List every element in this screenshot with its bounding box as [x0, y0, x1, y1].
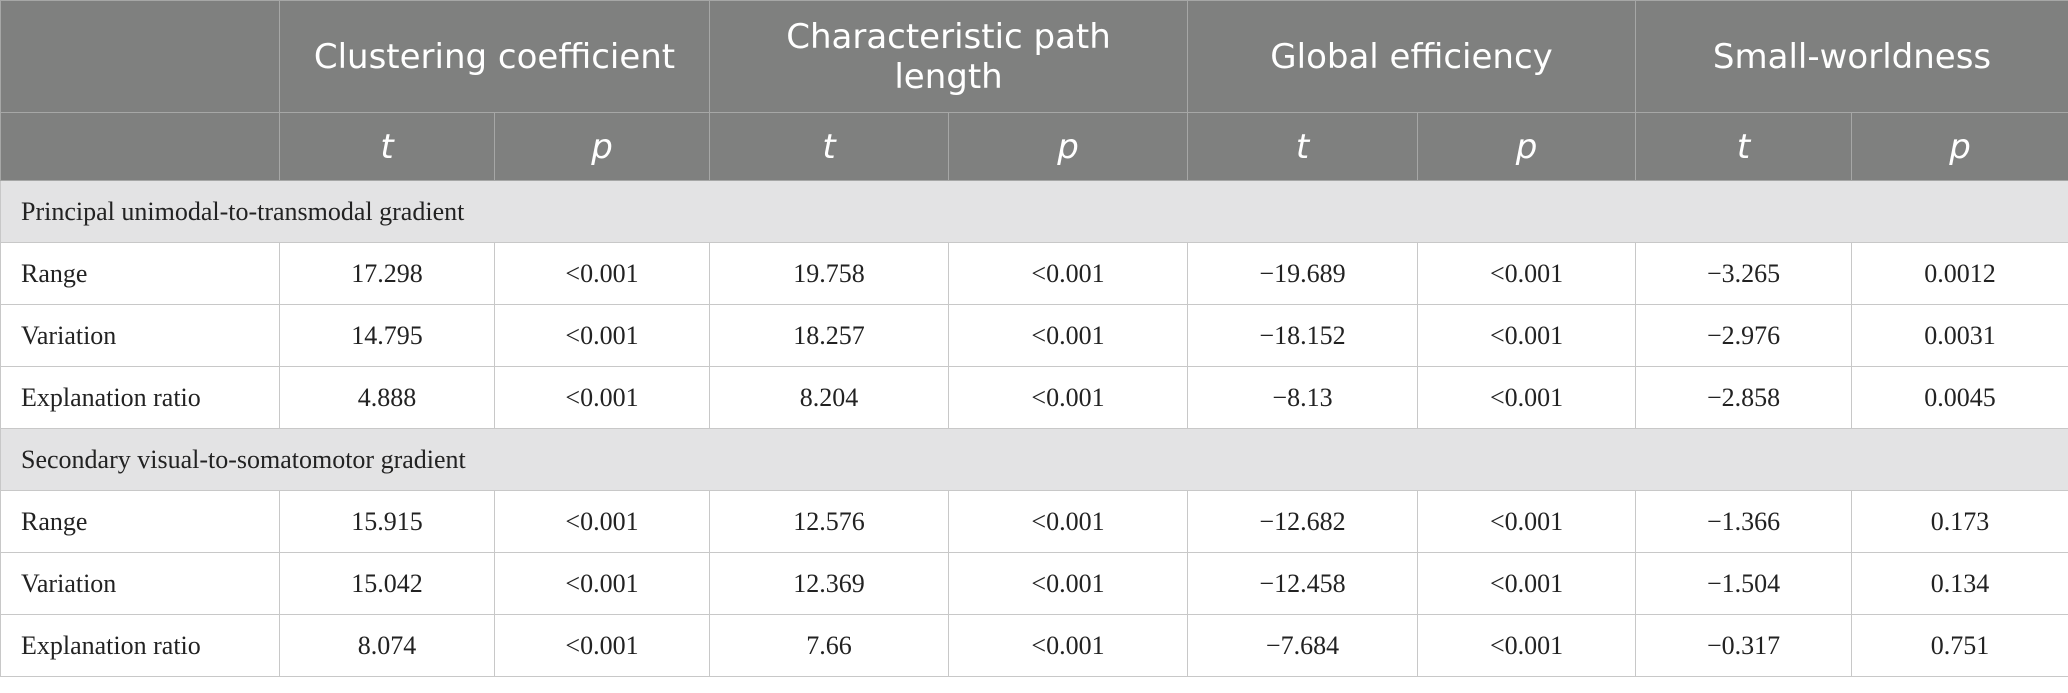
table-cell: <0.001	[493, 366, 711, 429]
group-header-clustering-coefficient: Clustering coefficient	[278, 0, 711, 113]
section-title-secondary-gradient: Secondary visual-to-somatomotor gradient	[0, 428, 2068, 491]
subheader-p: p	[948, 112, 1189, 181]
table-cell: <0.001	[948, 366, 1189, 429]
table-cell: 0.0045	[1851, 366, 2068, 429]
table-cell: <0.001	[493, 614, 711, 677]
group-header-global-efficiency: Global efficiency	[1187, 0, 1637, 113]
table-cell: 19.758	[709, 242, 950, 305]
row-label: Range	[0, 242, 280, 305]
table-cell: <0.001	[948, 614, 1189, 677]
group-header-characteristic-path-length: Characteristic path length	[709, 0, 1189, 113]
table-cell: <0.001	[948, 242, 1189, 305]
table-cell: 0.0031	[1851, 304, 2068, 367]
table-row: Variation 14.795 <0.001 18.257 <0.001 −1…	[0, 304, 2068, 367]
table-cell: <0.001	[948, 552, 1189, 615]
table-row: Explanation ratio 4.888 <0.001 8.204 <0.…	[0, 366, 2068, 429]
row-label: Explanation ratio	[0, 614, 280, 677]
section-title-principal-gradient: Principal unimodal-to-transmodal gradien…	[0, 180, 2068, 243]
table-cell: 8.074	[279, 614, 495, 677]
table-row: Explanation ratio 8.074 <0.001 7.66 <0.0…	[0, 614, 2068, 677]
subheader-t: t	[279, 112, 495, 181]
table-cell: 15.915	[279, 490, 495, 553]
table-cell: 14.795	[279, 304, 495, 367]
table-cell: 12.369	[709, 552, 950, 615]
table-cell: 0.751	[1851, 614, 2068, 677]
table-cell: <0.001	[493, 552, 711, 615]
table-cell: 4.888	[279, 366, 495, 429]
table-cell: 0.173	[1851, 490, 2068, 553]
table-cell: 15.042	[279, 552, 495, 615]
table-cell: 8.204	[709, 366, 950, 429]
table-cell: 17.298	[279, 242, 495, 305]
corner-header-cell	[0, 0, 280, 113]
corner-subheader-cell	[0, 112, 280, 181]
section-row: Secondary visual-to-somatomotor gradient	[0, 428, 2068, 491]
table-cell: <0.001	[1417, 242, 1637, 305]
subheader-t: t	[709, 112, 950, 181]
table-cell: <0.001	[493, 304, 711, 367]
table-cell: −3.265	[1635, 242, 1853, 305]
row-label: Explanation ratio	[0, 366, 280, 429]
table-cell: −2.858	[1635, 366, 1853, 429]
table-cell: <0.001	[948, 304, 1189, 367]
table-cell: −2.976	[1635, 304, 1853, 367]
table-row: Variation 15.042 <0.001 12.369 <0.001 −1…	[0, 552, 2068, 615]
table-cell: <0.001	[1417, 614, 1637, 677]
table-cell: −19.689	[1187, 242, 1419, 305]
row-label: Variation	[0, 552, 280, 615]
table-cell: 7.66	[709, 614, 950, 677]
subheader-t: t	[1635, 112, 1853, 181]
section-row: Principal unimodal-to-transmodal gradien…	[0, 180, 2068, 243]
table-cell: <0.001	[1417, 304, 1637, 367]
table-cell: −1.366	[1635, 490, 1853, 553]
table-cell: <0.001	[493, 242, 711, 305]
table-cell: <0.001	[1417, 552, 1637, 615]
subheader-p: p	[493, 112, 711, 181]
table-cell: <0.001	[1417, 490, 1637, 553]
table-cell: <0.001	[1417, 366, 1637, 429]
subheader-p: p	[1851, 112, 2068, 181]
table-cell: −1.504	[1635, 552, 1853, 615]
table-cell: −12.458	[1187, 552, 1419, 615]
row-label: Range	[0, 490, 280, 553]
table-cell: <0.001	[948, 490, 1189, 553]
table-cell: <0.001	[493, 490, 711, 553]
table-cell: 0.134	[1851, 552, 2068, 615]
table-cell: −0.317	[1635, 614, 1853, 677]
results-table: Clustering coefficient Characteristic pa…	[0, 0, 2068, 677]
table-cell: −12.682	[1187, 490, 1419, 553]
table-cell: −7.684	[1187, 614, 1419, 677]
table-cell: −18.152	[1187, 304, 1419, 367]
table-cell: 12.576	[709, 490, 950, 553]
subheader-p: p	[1417, 112, 1637, 181]
table-cell: 18.257	[709, 304, 950, 367]
row-label: Variation	[0, 304, 280, 367]
table-cell: 0.0012	[1851, 242, 2068, 305]
group-header-small-worldness: Small-worldness	[1635, 0, 2068, 113]
table-row: Range 15.915 <0.001 12.576 <0.001 −12.68…	[0, 490, 2068, 553]
table-cell: −8.13	[1187, 366, 1419, 429]
subheader-t: t	[1187, 112, 1419, 181]
table-row: Range 17.298 <0.001 19.758 <0.001 −19.68…	[0, 242, 2068, 305]
